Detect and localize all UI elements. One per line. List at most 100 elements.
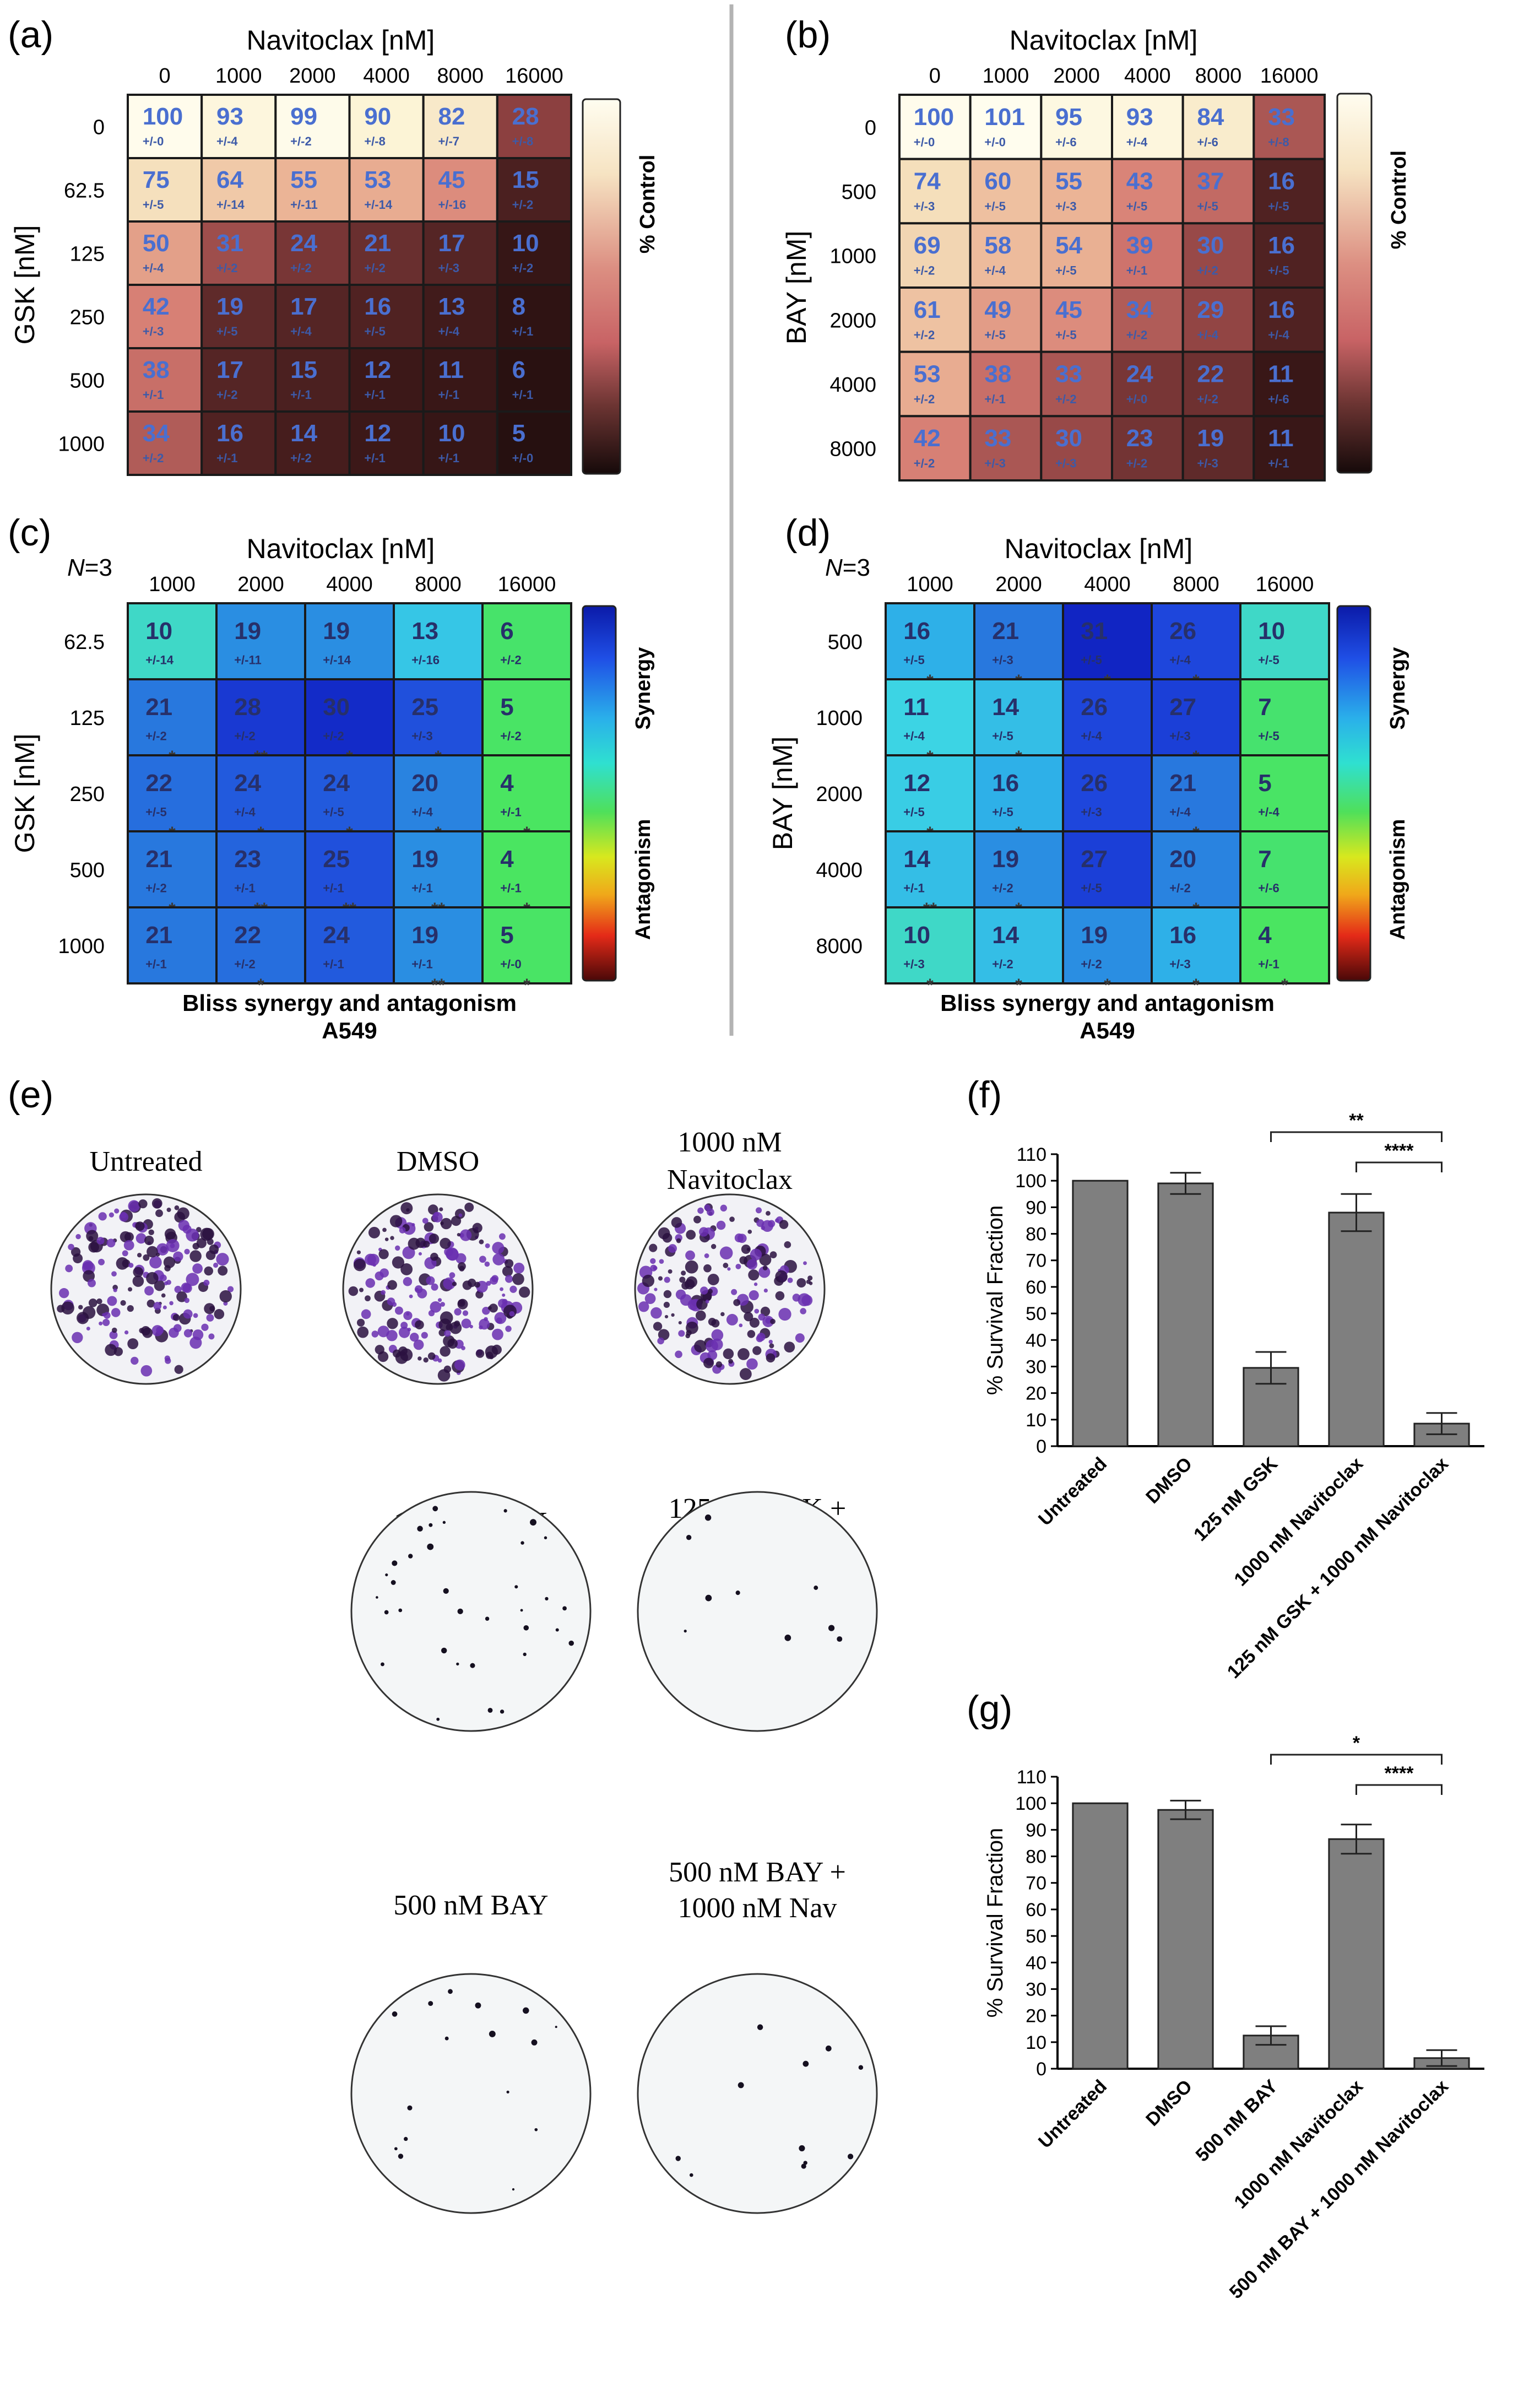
- heatmap-b-cell-error: +/-1: [984, 392, 1006, 406]
- heatmap-a-cell-value: 8: [512, 293, 525, 320]
- colony-dot: [653, 1322, 663, 1331]
- heatmap-d-cell: [885, 678, 975, 756]
- heatmap-a: 100+/-093+/-499+/-290+/-882+/-728+/-875+…: [9, 25, 659, 476]
- panel-e-label: (e): [8, 1074, 53, 1116]
- heatmap-c-y-tick: 1000: [58, 935, 105, 958]
- heatmap-d-significance-mark: *: [926, 975, 934, 995]
- colony-dot: [105, 1344, 117, 1356]
- colony-dot: [654, 1288, 658, 1291]
- colony-dot: [513, 1262, 525, 1274]
- heatmap-d-cell-value: 12: [903, 770, 930, 797]
- colony-dot: [71, 1247, 81, 1257]
- heatmap-d-cell: [1239, 754, 1330, 832]
- heatmap-c-significance-mark: *: [257, 975, 264, 995]
- heatmap-b-cell-value: 30: [1055, 425, 1082, 452]
- panel-c-label: (c): [8, 512, 51, 554]
- colony-dot: [531, 2039, 538, 2046]
- colony-dot: [439, 1207, 443, 1211]
- colony-dot: [120, 1300, 126, 1306]
- heatmap-c-x-tick: 8000: [415, 573, 462, 596]
- heatmap-b-cell-error: +/-2: [914, 457, 935, 470]
- bar-chart-f: 0 10 20 30 40 50 60 70 80 90 100 110 % Survival Frac…: [983, 1110, 1484, 1683]
- heatmap-a-cell-value: 45: [438, 166, 465, 193]
- colony-dot: [186, 1273, 199, 1286]
- heatmap-a-cell-value: 12: [364, 420, 391, 447]
- heatmap-b-cell: [969, 350, 1043, 418]
- heatmap-b-cell: [1111, 222, 1184, 289]
- heatmap-d-cell-error: +/-6: [1258, 881, 1279, 895]
- heatmap-a-cell-error: +/-1: [364, 388, 386, 402]
- heatmap-a-cell-value: 5: [512, 420, 525, 447]
- colony-dot: [738, 2082, 744, 2089]
- colony-dot: [720, 1312, 725, 1317]
- heatmap-d-cell: [1062, 678, 1153, 756]
- bar-chart-g-bar: [1157, 1809, 1214, 2070]
- heatmap-d-title: Bliss synergy and antagonism: [940, 990, 1275, 1016]
- colony-dot: [433, 1211, 439, 1217]
- heatmap-b-cell-error: +/-6: [1268, 392, 1289, 406]
- colony-dot: [431, 1283, 438, 1291]
- heatmap-b-cell-value: 11: [1268, 425, 1294, 452]
- colony-dot: [151, 1198, 162, 1209]
- colony-dot: [149, 1256, 162, 1269]
- heatmap-a-colorbar-label: % Control: [636, 155, 659, 253]
- bar-chart-f-significance-bracket: **: [1270, 1110, 1443, 1142]
- heatmap-b-colorbar-label: % Control: [1387, 150, 1411, 249]
- bar-chart-f-x-tick-label: DMSO: [1142, 1453, 1196, 1508]
- heatmap-c-cell: [215, 678, 306, 756]
- heatmap-a-x-tick: 2000: [289, 64, 336, 88]
- colony-dot: [386, 1329, 398, 1341]
- heatmap-a-cell: [127, 94, 203, 159]
- colony-dot: [798, 1293, 811, 1307]
- colony-dot: [402, 1246, 415, 1259]
- colony-dot: [204, 1266, 214, 1276]
- bar-chart-g-y-tick-label: 90: [1026, 1820, 1046, 1841]
- heatmap-b-y-tick: 2000: [829, 309, 876, 332]
- heatmap-c-y-tick: 125: [70, 707, 105, 730]
- heatmap-a-cell-value: 15: [512, 166, 539, 193]
- heatmap-b-cell-value: 43: [1126, 168, 1153, 195]
- heatmap-c-cell-value: 13: [411, 618, 438, 645]
- heatmap-a-cell-value: 16: [216, 420, 243, 447]
- heatmap-a-cell-value: 17: [290, 293, 317, 320]
- heatmap-d: 16+/-5*21+/-3*31+/-5*26+/-4*10+/-511+/-4…: [767, 533, 1409, 1043]
- bar-chart-g-significance-bracket: *: [1270, 1733, 1443, 1765]
- colony-dot: [741, 1244, 751, 1254]
- heatmap-c-colorbar-bottom-label: Antagonism: [632, 819, 655, 940]
- heatmap-b-cell-error: +/-6: [1055, 135, 1077, 149]
- heatmap-c-cell-value: 19: [411, 846, 438, 873]
- colony-dot: [163, 1256, 176, 1268]
- heatmap-a-cell-value: 82: [438, 103, 465, 130]
- heatmap-a-cell-value: 55: [290, 166, 317, 193]
- heatmap-b-cell: [1181, 415, 1255, 482]
- heatmap-c-x-label: Navitoclax [nM]: [247, 533, 435, 564]
- colony-dot: [172, 1314, 180, 1321]
- colony-dot: [650, 1258, 656, 1264]
- colony-dot: [685, 1333, 691, 1339]
- colony-dot: [68, 1243, 74, 1251]
- bar-chart-g-y-tick-label: 110: [1017, 1767, 1046, 1788]
- plate-dish: [637, 1973, 878, 2214]
- colony-dot: [663, 1301, 670, 1308]
- colony-dot: [544, 1536, 547, 1540]
- colony-dot: [109, 1212, 115, 1218]
- heatmap-b-colorbar: [1336, 93, 1373, 474]
- colony-dot: [166, 1239, 180, 1252]
- colony-dot: [169, 1327, 179, 1338]
- colony-dot: [697, 1207, 704, 1214]
- colony-dot: [106, 1238, 116, 1248]
- colony-dot: [440, 1346, 451, 1357]
- colony-dot: [164, 1228, 176, 1240]
- colony-dot: [353, 1258, 366, 1272]
- colony-dot: [162, 1305, 167, 1310]
- colony-dot: [113, 1288, 117, 1292]
- panel-g-label: (g): [967, 1688, 1012, 1730]
- heatmap-a-cell: [348, 220, 425, 286]
- heatmap-a-cell: [200, 284, 277, 349]
- colony-dot: [679, 1276, 686, 1283]
- heatmap-c-cell: [215, 602, 306, 680]
- heatmap-c-cell-error: +/-2: [234, 957, 256, 971]
- colony-dot: [452, 1281, 457, 1286]
- bar-chart-f-significance-bracket: ****: [1355, 1140, 1443, 1172]
